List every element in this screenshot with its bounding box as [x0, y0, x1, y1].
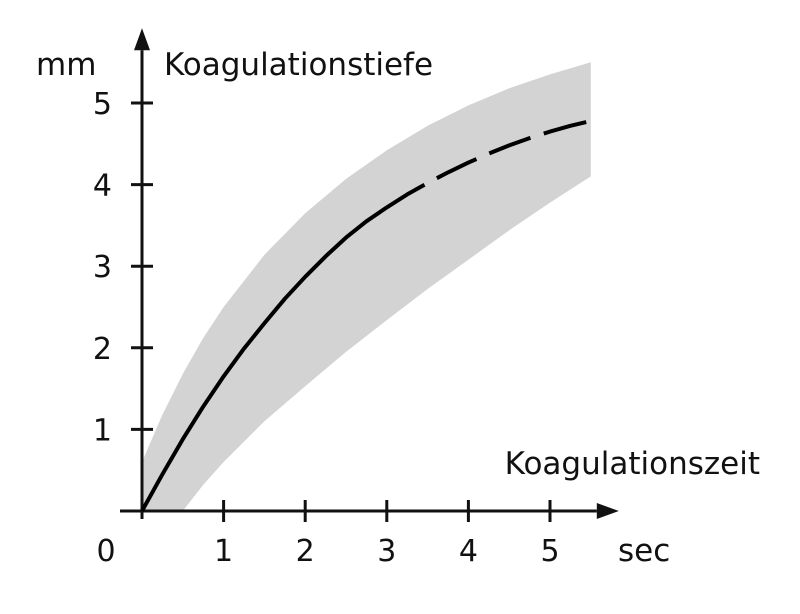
x-tick-label: 1: [214, 534, 233, 569]
x-tick-label: 5: [540, 534, 559, 569]
y-tick-label: 3: [93, 250, 112, 285]
y-axis-arrow-icon: [134, 28, 150, 51]
x-tick-label: 4: [459, 534, 478, 569]
confidence-band: [142, 62, 591, 511]
x-tick-label: 3: [377, 534, 396, 569]
x-tick-label: 2: [296, 534, 315, 569]
y-tick-label: 4: [93, 169, 112, 204]
curve-dashed: [385, 119, 592, 210]
x-axis-title: Koagulationszeit: [505, 446, 760, 482]
y-tick-label: 1: [93, 413, 112, 448]
axes: [120, 28, 619, 522]
confidence-band-layer: [142, 62, 591, 511]
y-unit-label: mm: [36, 47, 96, 83]
y-tick-label: 5: [93, 87, 112, 122]
origin-label: 0: [96, 534, 115, 569]
x-unit-label: sec: [618, 533, 670, 569]
y-axis-title: Koagulationstiefe: [164, 47, 433, 83]
curve-layer: [140, 119, 592, 512]
x-axis-arrow-icon: [596, 503, 619, 519]
y-tick-label: 2: [93, 332, 112, 367]
labels: 1 2 3 4 5 1 2 3 4 5 0 mm Koagulationstiefe Koagulatio…: [36, 47, 760, 569]
curve-solid: [140, 205, 388, 512]
